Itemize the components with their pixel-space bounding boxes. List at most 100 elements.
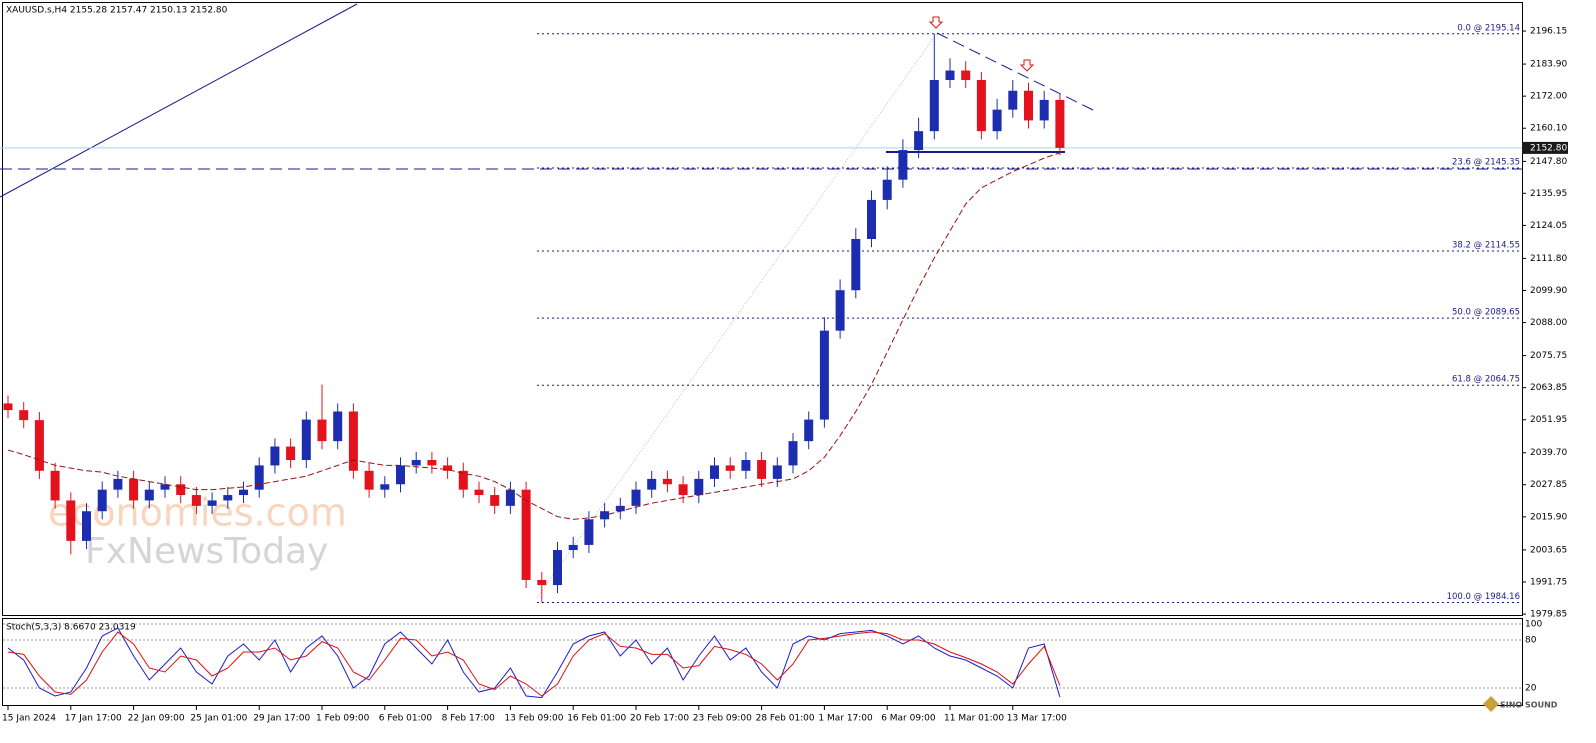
candle-body <box>505 489 515 506</box>
y-tick-label: 2124.05 <box>1530 221 1567 231</box>
x-tick-label: 13 Mar 17:00 <box>1007 714 1067 724</box>
y-tick-label: 2147.80 <box>1530 157 1567 167</box>
candle-body <box>396 465 405 485</box>
chart-title: XAUUSD.s,H4 2155.28 2157.47 2150.13 2152… <box>6 6 228 16</box>
candle-body <box>97 489 107 512</box>
stoch-title: Stoch(5,3,3) 8.6670 23.0319 <box>6 623 136 633</box>
candle-body <box>537 579 547 586</box>
stoch-line <box>7 631 1061 697</box>
price-label: 2152.80 <box>1530 143 1567 153</box>
candle-body <box>411 460 421 466</box>
y-tick-label: 2027.85 <box>1530 480 1567 490</box>
y-tick-label: 2015.90 <box>1530 512 1567 522</box>
candle-body <box>129 478 139 501</box>
candle-body <box>176 484 186 496</box>
fib-label: 38.2 @ 2114.55 <box>1452 240 1520 250</box>
candle-body <box>1024 90 1033 121</box>
candle-body <box>443 465 453 471</box>
candle-body <box>207 500 217 506</box>
candle-body <box>694 478 704 496</box>
candle-body <box>317 419 327 442</box>
y-tick-label: 2160.10 <box>1530 124 1567 134</box>
x-tick-label: 8 Feb 17:00 <box>442 714 496 724</box>
candle-body <box>270 446 280 466</box>
candle-body <box>82 511 91 541</box>
x-tick-label: 16 Feb 01:00 <box>567 714 626 724</box>
candle-body <box>851 238 861 291</box>
x-tick-label: 29 Jan 17:00 <box>253 714 310 724</box>
x-tick-label: 17 Jan 17:00 <box>65 714 122 724</box>
y-tick-label: 2051.95 <box>1530 415 1567 425</box>
candle-body <box>364 470 374 490</box>
y-tick-label: 80 <box>1525 636 1537 646</box>
candle-body <box>19 410 29 421</box>
candle-body <box>976 79 986 132</box>
y-tick-label: 20 <box>1525 684 1537 694</box>
candle-body <box>333 411 343 442</box>
watermark: FxNewsToday <box>85 531 328 572</box>
candle-body <box>945 70 955 80</box>
candle-body <box>553 550 562 586</box>
x-tick-label: 28 Feb 01:00 <box>756 714 815 724</box>
candle-body <box>678 484 688 496</box>
x-tick-label: 13 Feb 09:00 <box>504 714 563 724</box>
trend-line <box>0 3 358 198</box>
candle-body <box>239 489 248 496</box>
candle-body <box>1008 90 1018 110</box>
price-label-box <box>1522 141 1568 154</box>
y-tick-label: 2003.65 <box>1530 545 1567 555</box>
candle-body <box>914 131 924 151</box>
candle-body <box>66 500 76 541</box>
candle-body <box>160 484 170 490</box>
y-tick-label: 2183.90 <box>1530 60 1567 70</box>
y-tick-label: 1979.85 <box>1530 610 1567 620</box>
y-tick-label: 1991.75 <box>1530 577 1567 587</box>
x-tick-label: 11 Mar 01:00 <box>944 714 1004 724</box>
fib-diagonal <box>536 32 938 599</box>
candle-body <box>223 495 233 501</box>
x-tick-label: 22 Jan 09:00 <box>128 714 185 724</box>
y-tick-label: 2135.95 <box>1530 189 1567 199</box>
logo-text: SINO SOUND <box>1500 701 1558 710</box>
candle-body <box>898 150 908 180</box>
candle-body <box>474 489 484 496</box>
fib-label: 61.8 @ 2064.75 <box>1452 375 1520 385</box>
y-tick-label: 2088.00 <box>1530 318 1567 328</box>
candle-body <box>301 419 311 461</box>
y-tick-label: 2196.15 <box>1530 27 1567 37</box>
main-pane <box>2 2 1523 616</box>
candle-body <box>568 544 578 551</box>
y-tick-label: 2039.70 <box>1530 448 1567 458</box>
candle-body <box>286 446 296 461</box>
y-tick-label: 2111.80 <box>1530 254 1567 264</box>
arrow-marker <box>1019 59 1035 72</box>
candle-body <box>725 465 735 471</box>
fib-label: 50.0 @ 2089.65 <box>1452 308 1520 318</box>
moving-average <box>7 152 1061 520</box>
candle-body <box>992 109 1002 132</box>
candle-body <box>631 489 641 506</box>
x-tick-label: 20 Feb 17:00 <box>630 714 689 724</box>
candle-body <box>1039 99 1049 121</box>
candle-body <box>254 465 264 490</box>
candle-body <box>741 460 751 471</box>
y-tick-label: 2063.85 <box>1530 383 1567 393</box>
candle-body <box>584 519 594 545</box>
candle-body <box>348 411 358 471</box>
y-tick-label: 2099.90 <box>1530 286 1567 296</box>
candle-body <box>380 484 390 490</box>
candle-body <box>662 478 672 485</box>
x-tick-label: 1 Mar 17:00 <box>818 714 873 724</box>
candle-body <box>647 478 657 490</box>
candle-body <box>458 470 468 490</box>
candle-body <box>835 290 845 331</box>
x-tick-label: 6 Feb 01:00 <box>379 714 433 724</box>
candle-body <box>772 465 782 479</box>
y-tick-label: 100 <box>1525 620 1542 630</box>
candle-body <box>961 70 971 80</box>
candle-body <box>710 465 719 479</box>
candle-body <box>191 495 201 506</box>
arrow-marker <box>928 16 944 29</box>
